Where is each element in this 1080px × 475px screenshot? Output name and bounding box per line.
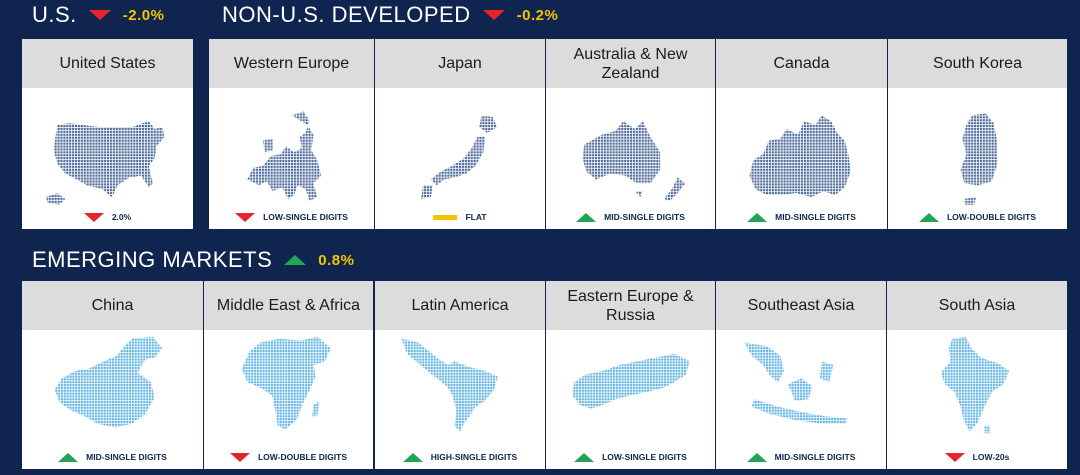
down-arrow-icon: [83, 213, 104, 222]
outlook-indicator: MID-SINGLE DIGITS: [546, 212, 715, 223]
down-arrow-icon: [88, 10, 111, 20]
up-arrow-icon: [918, 213, 939, 222]
middle-east-africa-map-icon: [204, 333, 373, 437]
region-name: Middle East & Africa: [204, 281, 373, 330]
region-name: Latin America: [375, 281, 545, 330]
outlook-label: MID-SINGLE DIGITS: [774, 452, 856, 462]
up-arrow-icon: [576, 213, 597, 222]
south-asia-map-icon: [887, 333, 1067, 437]
south-korea-map-icon: [888, 95, 1067, 227]
region-name: Western Europe: [209, 39, 374, 88]
up-arrow-icon: [574, 453, 595, 462]
canada-map-icon: [716, 95, 887, 227]
outlook-label: 2.0%: [111, 212, 132, 222]
down-arrow-icon: [235, 213, 256, 222]
region-tile-united-states: United States 2.0%: [22, 39, 193, 229]
eastern-europe-russia-map-icon: [546, 333, 715, 437]
outlook-indicator: HIGH-SINGLE DIGITS: [375, 452, 545, 463]
region-name: South Asia: [887, 281, 1067, 330]
region-tile-southeast-asia: Southeast Asia MID-SINGLE DIGITS: [716, 281, 886, 469]
region-name: Japan: [375, 39, 545, 88]
latin-america-map-icon: [375, 333, 545, 437]
outlook-label: HIGH-SINGLE DIGITS: [430, 452, 518, 462]
region-tile-middle-east-africa: Middle East & Africa LOW-DOUBLE DIGITS: [204, 281, 373, 469]
section-change-us: -2.0%: [122, 6, 165, 24]
section-label-us: U.S.: [32, 2, 77, 27]
australia-nz-map-icon: [546, 95, 715, 227]
outlook-indicator: LOW-SINGLE DIGITS: [209, 212, 374, 223]
southeast-asia-map-icon: [716, 333, 886, 437]
flat-bar-icon: [433, 215, 458, 220]
section-change-developed: -0.2%: [516, 6, 559, 24]
outlook-indicator: LOW-SINGLE DIGITS: [546, 452, 715, 463]
china-map-icon: [22, 333, 203, 437]
region-tile-china: China MID-SINGLE DIGITS: [22, 281, 203, 469]
outlook-indicator: FLAT: [375, 212, 545, 223]
region-name: Australia & New Zealand: [546, 39, 715, 88]
section-change-emerging: 0.8%: [318, 251, 355, 269]
section-label-emerging: EMERGING MARKETS: [32, 247, 273, 272]
japan-map-icon: [375, 95, 545, 227]
outlook-indicator: MID-SINGLE DIGITS: [22, 452, 203, 463]
down-arrow-icon: [482, 10, 505, 20]
up-arrow-icon: [284, 255, 307, 265]
up-arrow-icon: [402, 453, 423, 462]
section-title-emerging: EMERGING MARKETS 0.8%: [32, 247, 354, 273]
region-name: Canada: [716, 39, 887, 88]
outlook-label: LOW-SINGLE DIGITS: [602, 452, 687, 462]
region-tile-south-asia: South Asia LOW-20s: [887, 281, 1067, 469]
region-tile-latin-america: Latin America HIGH-SINGLE DIGITS: [375, 281, 545, 469]
outlook-label: LOW-DOUBLE DIGITS: [946, 212, 1037, 222]
region-tile-south-korea: South Korea LOW-DOUBLE DIGITS: [888, 39, 1067, 229]
down-arrow-icon: [944, 453, 965, 462]
outlook-label: FLAT: [465, 212, 487, 222]
region-tile-canada: Canada MID-SINGLE DIGITS: [716, 39, 887, 229]
outlook-indicator: LOW-DOUBLE DIGITS: [888, 212, 1067, 223]
up-arrow-icon: [746, 453, 767, 462]
region-name: Southeast Asia: [716, 281, 886, 330]
up-arrow-icon: [58, 453, 79, 462]
section-title-us: U.S. -2.0%: [32, 2, 164, 28]
united-states-map-icon: [22, 95, 193, 227]
region-tile-western-europe: Western Europe LOW-SINGLE DIGITS: [209, 39, 374, 229]
outlook-label: LOW-20s: [972, 452, 1010, 462]
outlook-label: MID-SINGLE DIGITS: [604, 212, 685, 222]
region-name: Eastern Europe & Russia: [546, 281, 715, 330]
outlook-label: LOW-SINGLE DIGITS: [263, 212, 348, 222]
section-label-developed: NON-U.S. DEVELOPED: [222, 2, 471, 27]
region-name: United States: [22, 39, 193, 88]
outlook-label: MID-SINGLE DIGITS: [775, 212, 856, 222]
outlook-label: LOW-DOUBLE DIGITS: [257, 452, 348, 462]
region-tile-japan: Japan FLAT: [375, 39, 545, 229]
outlook-indicator: LOW-DOUBLE DIGITS: [204, 452, 373, 463]
up-arrow-icon: [747, 213, 768, 222]
outlook-indicator: 2.0%: [22, 212, 193, 223]
region-name: China: [22, 281, 203, 330]
section-title-developed: NON-U.S. DEVELOPED -0.2%: [222, 2, 558, 28]
outlook-indicator: LOW-20s: [887, 452, 1067, 463]
region-tile-australia-nz: Australia & New Zealand MID-SINGLE DIGIT…: [546, 39, 715, 229]
down-arrow-icon: [229, 453, 250, 462]
western-europe-map-icon: [209, 95, 374, 227]
outlook-indicator: MID-SINGLE DIGITS: [716, 212, 887, 223]
outlook-label: MID-SINGLE DIGITS: [86, 452, 167, 462]
region-tile-eastern-europe-russia: Eastern Europe & Russia LOW-SINGLE DIGIT…: [546, 281, 715, 469]
outlook-indicator: MID-SINGLE DIGITS: [716, 452, 886, 463]
region-name: South Korea: [888, 39, 1067, 88]
